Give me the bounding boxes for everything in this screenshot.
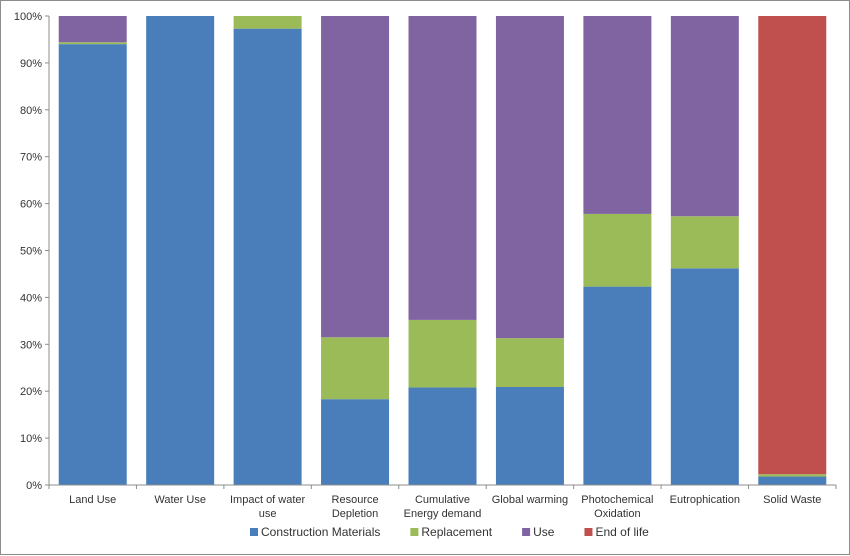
x-tick-label-line: Land Use — [69, 494, 116, 506]
x-tick-label: Water Use — [154, 494, 206, 506]
y-tick-label: 70% — [20, 152, 42, 164]
x-tick-label: Impact of water use — [230, 494, 306, 520]
x-tick-label-line: Water Use — [154, 494, 206, 506]
bar-segment — [58, 16, 127, 43]
bar-segment — [583, 16, 652, 214]
x-tick-label-line: Cumulative — [415, 494, 470, 506]
x-tick-label: Resource Depletion — [332, 494, 379, 520]
bar-segment — [408, 16, 477, 320]
y-tick-label: 80% — [20, 105, 42, 117]
y-tick-label: 90% — [20, 58, 42, 70]
bar-stack — [758, 16, 827, 485]
x-tick-label-line: Depletion — [332, 508, 378, 520]
bar-segment — [146, 16, 215, 485]
bar-stack — [321, 16, 390, 485]
x-axis: Land Use Water Use Impact of water use Resou… — [48, 484, 837, 520]
x-tick-label: Photochemical Oxidation — [581, 494, 653, 520]
legend-label: Construction Materials — [261, 525, 380, 539]
bar-segment — [758, 474, 827, 477]
x-tick-label: Global warming — [492, 494, 568, 506]
x-tick-label: Eutrophication — [670, 494, 740, 506]
bar-segment — [758, 16, 827, 475]
legend-swatch — [522, 528, 531, 536]
bar-segment — [758, 476, 827, 485]
x-tick-label-line: Solid Waste — [763, 494, 821, 506]
legend-label: Use — [533, 525, 555, 539]
bar-stack — [408, 16, 477, 485]
x-tick-label-line: Oxidation — [594, 508, 640, 520]
x-tick-label-line: Eutrophication — [670, 494, 740, 506]
bar-segment — [495, 386, 564, 485]
legend: Construction Materials Replacement Use End … — [250, 525, 649, 539]
bar-segment — [321, 16, 390, 338]
y-tick-label: 0% — [26, 480, 42, 492]
bar-segment — [321, 399, 390, 485]
x-tick-label: Cumulative Energy demand — [404, 494, 482, 520]
bar-stack — [146, 16, 215, 485]
x-tick-label-line: Global warming — [492, 494, 568, 506]
bar-segment — [58, 42, 127, 45]
bar-segment — [670, 16, 739, 217]
bar-segment — [58, 44, 127, 485]
bars — [58, 16, 827, 486]
x-tick-label: Solid Waste — [763, 494, 821, 506]
legend-swatch — [410, 528, 419, 536]
bar-segment — [583, 213, 652, 287]
bar-segment — [670, 216, 739, 269]
y-axis: 0% 10% 20% 30% 40% 50% 60% 70% 80% 90% 100% — [14, 11, 50, 492]
legend-item: End of life — [584, 525, 649, 539]
x-tick-label-line: use — [259, 508, 277, 520]
legend-item: Replacement — [410, 525, 493, 539]
bar-segment — [321, 337, 390, 400]
y-tick-label: 20% — [20, 386, 42, 398]
bar-segment — [408, 387, 477, 485]
y-tick-label: 50% — [20, 246, 42, 258]
y-tick-label: 10% — [20, 433, 42, 445]
x-tick-label-line: Photochemical — [581, 494, 653, 506]
legend-swatch — [250, 528, 258, 536]
bar-segment — [495, 16, 564, 339]
legend-label: Replacement — [421, 525, 492, 539]
bar-segment — [495, 338, 564, 387]
y-tick-label: 30% — [20, 339, 42, 351]
legend-item: Construction Materials — [250, 525, 380, 539]
y-tick-label: 60% — [20, 199, 42, 211]
bar-segment — [408, 319, 477, 388]
y-tick-label: 40% — [20, 292, 42, 304]
legend-item: Use — [522, 525, 555, 539]
bar-stack — [58, 16, 127, 485]
x-tick-label: Land Use — [69, 494, 116, 506]
bar-segment — [583, 286, 652, 485]
bar-stack — [583, 16, 652, 485]
bar-segment — [233, 16, 302, 29]
bar-stack — [495, 16, 564, 485]
bar-segment — [670, 268, 739, 485]
bar-stack — [233, 16, 302, 486]
bar-segment — [233, 28, 302, 486]
y-tick-label: 100% — [14, 11, 42, 23]
x-tick-label-line: Impact of water — [230, 494, 306, 506]
legend-swatch — [584, 528, 593, 536]
legend-label: End of life — [595, 525, 649, 539]
bar-stack — [670, 16, 739, 485]
x-tick-label-line: Resource — [332, 494, 379, 506]
x-tick-label-line: Energy demand — [404, 508, 482, 520]
